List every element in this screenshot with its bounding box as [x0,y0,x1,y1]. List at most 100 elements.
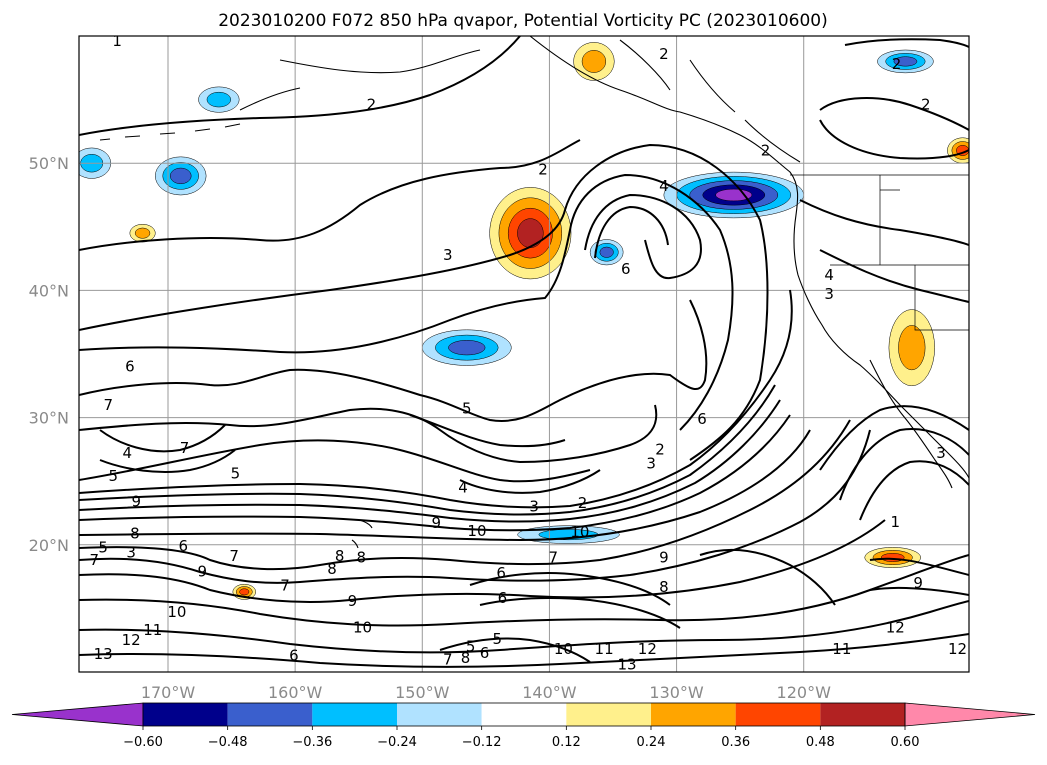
contour-label: 2 [659,45,669,63]
colorbar-bin [481,703,567,726]
colorbar-extend-high [904,702,1036,727]
contour-line [839,428,969,501]
contour-line [79,299,708,422]
contour-label: 4 [458,479,468,497]
contour-label: 1 [112,32,122,50]
contour-label: 6 [621,260,631,278]
contour-line [79,519,886,603]
contour-line [99,449,236,473]
contour-label: 5 [231,465,241,483]
contour-label: 9 [131,493,141,511]
pv-fill-contour [239,588,250,596]
contour-label: 7 [280,577,290,595]
coastline-alaska-peninsula [239,49,481,111]
contour-label: 8 [335,547,345,565]
pv-anomaly-sw-small [129,224,156,243]
contour-label: 7 [103,396,113,414]
colorbar-tick-label: −0.12 [462,735,502,750]
pv-anomaly-central-pacific [422,329,512,366]
longitude-tick-label: 140°W [522,683,577,702]
contour-label: 2 [761,141,771,159]
contour-line [79,139,581,251]
contour-line [699,548,836,606]
contour-label: 12 [886,618,905,636]
qvapor-contour-layer [79,36,969,668]
contour-line [99,424,226,453]
contour-label: 6 [125,358,135,376]
contour-label: 8 [659,578,669,596]
contour-line [79,429,871,584]
pv-fill-contour [169,167,192,185]
contour-line [819,249,969,303]
contour-line [584,193,702,280]
contour-line [479,596,681,629]
pv-fill-contour [517,218,544,248]
contour-label: 4 [824,266,834,284]
colorbar-tick-label: −0.36 [292,735,332,750]
contour-label: 10 [167,603,186,621]
contour-label: 9 [431,514,441,532]
contour-line [79,36,521,136]
contour-label: 3 [126,543,136,561]
contour-label: 12 [638,640,657,658]
contour-label: 6 [289,646,299,664]
contour-line [409,414,566,448]
contour-line [819,405,969,471]
pv-anomaly-nw-pacific [155,156,207,196]
pv-anomaly-baja [864,547,921,568]
colorbar-tick-label: 0.48 [806,735,835,750]
contour-line [79,289,793,509]
longitude-tick-label: 150°W [395,683,450,702]
latitude-tick-label: 30°N [29,409,69,428]
colorbar-tick-label: 0.12 [552,735,581,750]
map-frame [78,35,970,673]
contour-label: 4 [659,177,669,195]
contour-label: 11 [143,621,162,639]
colorbar-tick-label: 0.24 [637,735,666,750]
pv-anomaly-gulf-of-alaska [489,187,572,280]
pv-fill-contour [206,91,231,108]
contour-line [79,399,781,523]
contour-line [79,633,969,668]
contour-line [859,460,969,521]
contour-line [79,554,969,627]
contour-label: 4 [123,444,133,462]
latitude-axis: 20°N 30°N 40°N 50°N [29,154,69,555]
colorbar-bin [143,703,228,726]
contour-label: 5 [462,400,472,418]
pv-anomaly-california [888,309,935,387]
contour-label: 10 [554,640,573,658]
contour-label: 9 [913,574,923,592]
contour-label: 2 [367,96,377,114]
contour-label: 11 [832,640,851,658]
contour-label: 3 [529,498,539,516]
contour-label: 6 [480,644,490,662]
contour-line [79,384,776,516]
contour-label: 10 [570,523,589,541]
colorbar-tick-label: 0.60 [891,735,920,750]
contour-line [819,97,969,131]
contour-label: 6 [498,589,508,607]
colorbar-tick-label: −0.60 [123,735,163,750]
colorbar-bin [566,703,651,726]
contour-label: 9 [348,592,358,610]
contour-label: 10 [353,618,372,636]
contour-label: 5 [466,638,476,656]
contour-label: 13 [617,655,636,673]
contour-label: 7 [89,551,99,569]
contour-label: 7 [229,547,239,565]
contour-label: 8 [461,649,471,667]
colorbar: −0.60 −0.48 −0.36 −0.24 −0.12 0.12 0.24 0.36 0.4… [11,702,1036,750]
contour-line [869,586,969,596]
contour-label: 2 [655,440,665,458]
contour-line [79,173,734,431]
latitude-tick-label: 20°N [29,536,69,555]
contour-label: 2 [892,55,902,73]
contour-line [79,439,591,483]
latitude-tick-label: 40°N [29,281,69,300]
colorbar-frame [142,702,906,727]
contour-label: 9 [659,549,669,567]
colorbar-tick-label: 0.36 [721,735,750,750]
